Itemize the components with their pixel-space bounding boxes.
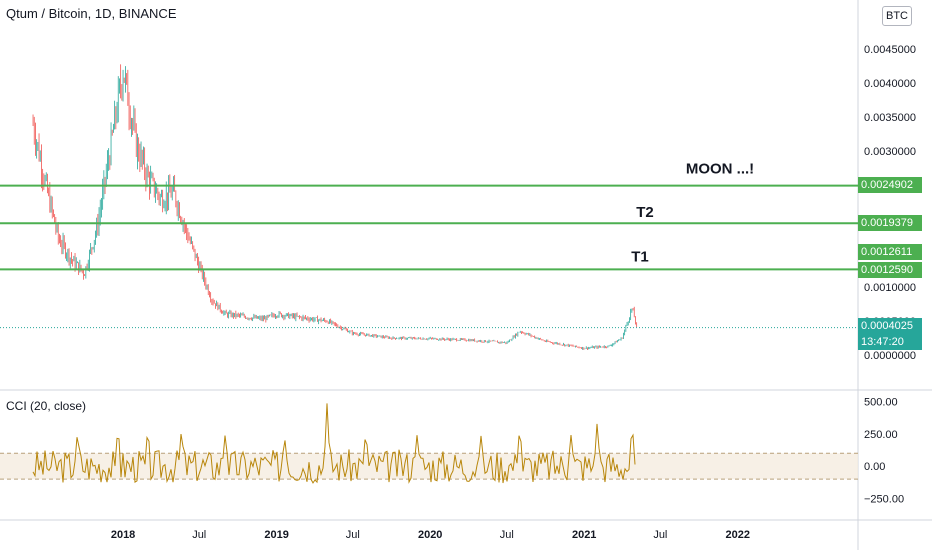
time-tick-5: Jul bbox=[500, 529, 514, 541]
level-label-t2: 0.0019379 bbox=[858, 215, 922, 231]
time-tick-1: Jul bbox=[192, 529, 206, 541]
chart-title: Qtum / Bitcoin, 1D, BINANCE bbox=[6, 6, 177, 21]
level-annotation-0: MOON ...! bbox=[686, 161, 754, 178]
price-tick-1: 0.0040000 bbox=[864, 78, 916, 90]
time-tick-7: Jul bbox=[653, 529, 667, 541]
level-label-moon: 0.0024902 bbox=[858, 177, 922, 193]
price-tick-2: 0.0035000 bbox=[864, 112, 916, 124]
level-label-upper: 0.0012611 bbox=[858, 244, 922, 260]
level-label-t1: 0.0012590 bbox=[858, 262, 922, 278]
price-tick-3: 0.0030000 bbox=[864, 146, 916, 158]
currency-badge[interactable]: BTC bbox=[882, 6, 912, 26]
cci-title: CCI (20, close) bbox=[6, 399, 87, 413]
level-annotation-1: T2 bbox=[636, 204, 654, 221]
last-price-label: 0.0004025 bbox=[858, 318, 922, 334]
time-tick-4: 2020 bbox=[418, 529, 442, 541]
cci-tick-0: 500.00 bbox=[864, 396, 898, 408]
time-tick-6: 2021 bbox=[572, 529, 596, 541]
price-tick-0: 0.0045000 bbox=[864, 44, 916, 56]
candles bbox=[32, 64, 638, 351]
cci-tick-3: −250.00 bbox=[864, 494, 904, 506]
cci-tick-1: 250.00 bbox=[864, 429, 898, 441]
cci-line bbox=[32, 403, 636, 484]
price-tick-4: 0.0010000 bbox=[864, 282, 916, 294]
time-tick-8: 2022 bbox=[726, 529, 750, 541]
level-annotation-3: T1 bbox=[631, 248, 649, 265]
cci-tick-2: 0.00 bbox=[864, 461, 885, 473]
time-tick-2: 2019 bbox=[264, 529, 288, 541]
time-tick-3: Jul bbox=[346, 529, 360, 541]
time-tick-0: 2018 bbox=[111, 529, 135, 541]
countdown-label: 13:47:20 bbox=[858, 334, 922, 350]
price-tick-6: 0.0000000 bbox=[864, 350, 916, 362]
